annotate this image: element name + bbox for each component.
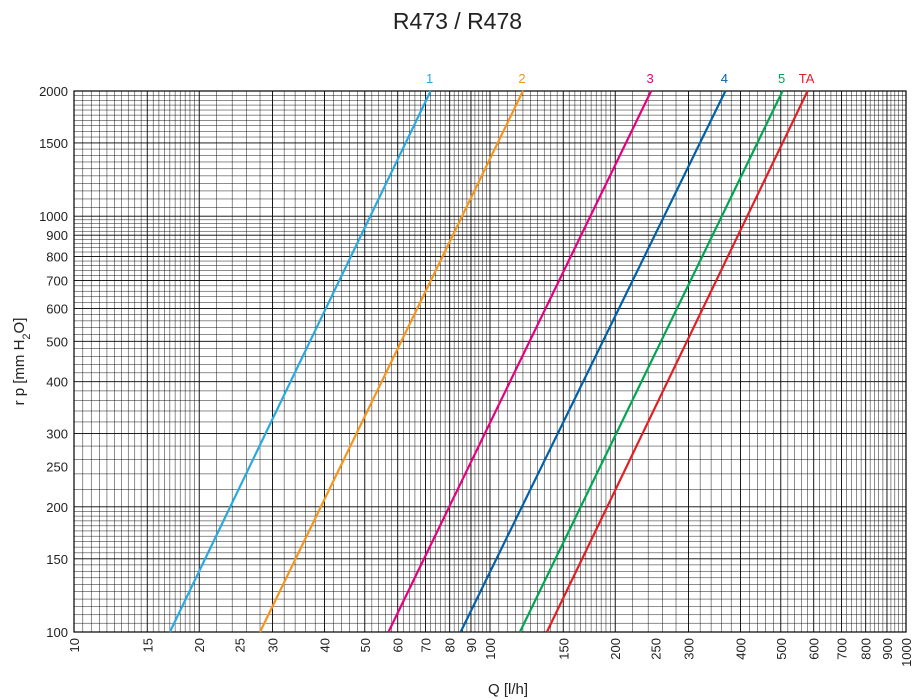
series-line-3 [387, 90, 653, 633]
series-line-2 [259, 90, 524, 633]
x-tick-label: 700 [835, 638, 850, 660]
x-tick-label: 15 [140, 638, 155, 652]
plot-frame [73, 90, 907, 633]
y-tick-label: 500 [46, 334, 68, 349]
y-tick-label: 900 [46, 228, 68, 243]
series-label-1: 1 [426, 71, 433, 86]
series-line-5 [518, 90, 784, 633]
y-tick-label: 800 [46, 249, 68, 264]
y-axis-label: r p [mm H2O] [11, 318, 33, 406]
x-tick-label: 400 [733, 638, 748, 660]
y-tick-label: 1000 [39, 209, 68, 224]
x-tick-labels: 10 15 20 25 30 40 50 60 70 80 90 100 150 200 250 300 400… [67, 638, 914, 667]
grid [73, 90, 907, 633]
x-tick-label: 20 [192, 638, 207, 652]
y-tick-label: 100 [46, 625, 68, 640]
series-line-1 [168, 90, 432, 633]
y-axis-label-main: r p [mm H [11, 340, 28, 406]
series-label-ta: TA [799, 71, 815, 86]
y-tick-label: 150 [46, 552, 68, 567]
x-tick-label: 50 [358, 638, 373, 652]
x-tick-label: 100 [483, 638, 498, 660]
x-tick-label: 200 [608, 638, 623, 660]
series-label-5: 5 [778, 71, 785, 86]
series-group: 1 2 3 4 5 TA [168, 71, 815, 633]
y-tick-label: 300 [46, 427, 68, 442]
x-axis-label: Q [l/h] [488, 681, 528, 698]
series-line-4 [459, 90, 727, 633]
x-tick-label: 90 [464, 638, 479, 652]
y-tick-label: 400 [46, 375, 68, 390]
x-tick-label: 60 [391, 638, 406, 652]
x-tick-label: 600 [807, 638, 822, 660]
y-tick-label: 600 [46, 301, 68, 316]
y-tick-labels: 100 150 200 250 300 400 500 600 700 800 900 1000 150… [39, 84, 68, 640]
x-tick-label: 1000 [899, 638, 914, 667]
chart-title: R473 / R478 [392, 8, 523, 34]
y-tick-label: 250 [46, 460, 68, 475]
x-tick-label: 30 [265, 638, 280, 652]
series-label-3: 3 [647, 71, 654, 86]
series-line-ta [545, 90, 809, 633]
x-tick-label: 25 [233, 638, 248, 652]
x-tick-label: 40 [317, 638, 332, 652]
x-tick-label: 900 [880, 638, 895, 660]
x-tick-label: 300 [681, 638, 696, 660]
y-tick-label: 1500 [39, 136, 68, 151]
y-tick-label: 2000 [39, 84, 68, 99]
x-tick-label: 80 [443, 638, 458, 652]
y-tick-label: 200 [46, 500, 68, 515]
x-tick-label: 70 [419, 638, 434, 652]
y-tick-label: 700 [46, 274, 68, 289]
x-tick-label: 800 [859, 638, 874, 660]
x-tick-label: 250 [649, 638, 664, 660]
series-label-2: 2 [518, 71, 525, 86]
x-tick-label: 150 [556, 638, 571, 660]
x-tick-label: 10 [67, 638, 82, 652]
x-tick-label: 500 [774, 638, 789, 660]
series-label-4: 4 [721, 71, 728, 86]
y-axis-label-end: O] [11, 318, 28, 334]
y-axis-label-subscript: 2 [21, 333, 33, 339]
